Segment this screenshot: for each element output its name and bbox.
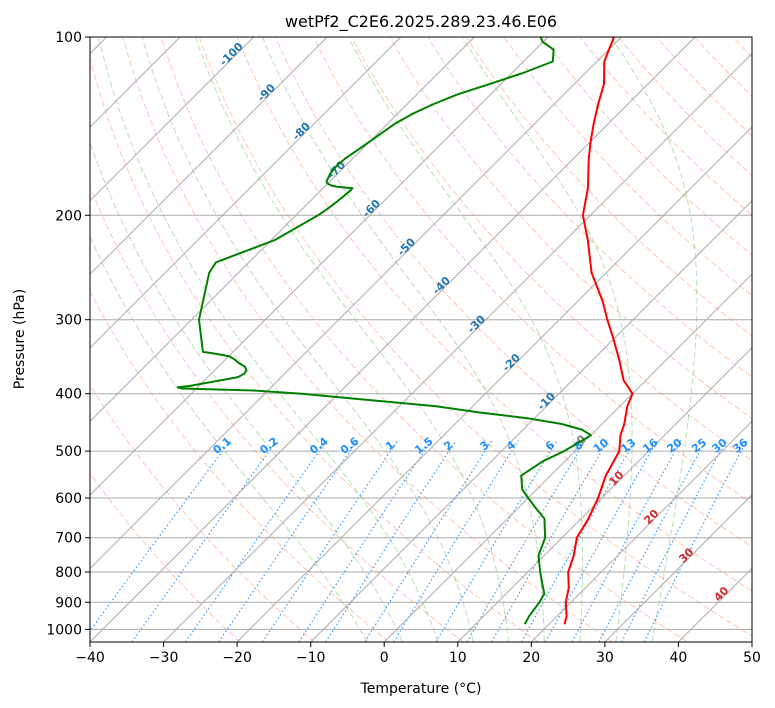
isotherm — [457, 347, 752, 642]
dry-adiabat — [90, 55, 539, 642]
isotherm — [90, 37, 622, 570]
isobar-grid — [90, 37, 752, 630]
mixing-ratio-line — [298, 440, 432, 642]
mixing-ratio-line — [90, 440, 231, 632]
y-tick-label: 1000 — [46, 622, 82, 638]
x-tick-label: 0 — [380, 650, 389, 666]
x-axis-label: Temperature (°C) — [360, 681, 482, 697]
y-tick-label: 900 — [55, 595, 82, 611]
moist-adiabat — [90, 140, 404, 642]
dewpoint-profile — [176, 37, 592, 625]
x-axis: −40 −30 −20 −10 0 10 20 30 40 50 — [75, 642, 761, 666]
isotherm — [90, 37, 255, 202]
mixing-ratio-line — [364, 440, 493, 642]
moist-adiabat — [461, 37, 633, 642]
isotherm — [236, 126, 752, 642]
y-tick-label: 800 — [55, 565, 82, 581]
moist-adiabat — [195, 37, 510, 642]
isotherm — [90, 37, 328, 275]
y-tick-label: 100 — [55, 30, 82, 46]
dry-adiabat — [503, 37, 752, 297]
y-tick-label: 300 — [55, 313, 82, 329]
mixing-ratio-line — [643, 440, 748, 642]
isotherm — [163, 52, 752, 642]
dry-adiabat — [90, 290, 390, 642]
moist-adiabat — [98, 37, 439, 642]
plot-frame — [89, 36, 753, 643]
y-tick-label: 600 — [55, 491, 82, 507]
x-tick-label: −20 — [222, 650, 252, 666]
dry-adiabat — [465, 37, 752, 337]
mixing-ratio-line — [520, 440, 636, 642]
x-tick-label: 20 — [522, 650, 540, 666]
isotherm — [530, 420, 752, 642]
dry-adiabat — [351, 37, 752, 462]
dry-adiabat — [122, 37, 613, 642]
x-tick-label: 50 — [743, 650, 761, 666]
moist-adiabat — [610, 37, 698, 642]
y-tick-label: 400 — [55, 387, 82, 403]
y-tick-label: 500 — [55, 444, 82, 460]
dry-adiabat — [90, 472, 241, 642]
mixing-ratio-line — [131, 440, 278, 642]
mixing-ratio-line — [435, 440, 558, 642]
dry-adiabat — [389, 37, 752, 420]
mixing-ratio-line — [491, 440, 609, 642]
x-tick-label: −40 — [75, 650, 105, 666]
dry-adiabat — [90, 185, 464, 642]
dry-adiabat — [160, 37, 688, 642]
isotherm — [604, 494, 752, 642]
moist-adiabat — [347, 37, 584, 642]
y-tick-label: 200 — [55, 208, 82, 224]
mixing-ratio-line — [545, 440, 658, 642]
mixing-ratio-line — [185, 440, 328, 642]
moist-adiabat — [90, 235, 368, 642]
isotherm — [90, 37, 549, 496]
x-tick-label: 10 — [449, 650, 467, 666]
temperature-profile — [563, 37, 634, 625]
dry-adiabat — [90, 384, 315, 642]
mixing-ratio-line — [261, 440, 399, 642]
mixing-ratio-lines — [90, 440, 748, 642]
mixing-ratio-line — [466, 440, 586, 642]
isotherm — [383, 273, 752, 642]
isotherm — [90, 37, 696, 642]
y-axis-label: Pressure (hPa) — [12, 289, 28, 389]
moist-adiabat — [261, 37, 545, 642]
x-tick-label: −30 — [149, 650, 179, 666]
y-tick-label: 700 — [55, 531, 82, 547]
chart-title: wetPf2_C2E6.2025.289.23.46.E06 — [285, 12, 557, 32]
y-axis: 1000 900 800 700 600 500 400 300 200 100 — [46, 30, 90, 638]
x-tick-label: 30 — [596, 650, 614, 666]
dry-adiabat — [313, 37, 752, 505]
mixing-ratio-line — [325, 440, 457, 642]
data-series — [176, 37, 634, 625]
dry-adiabat — [274, 37, 752, 548]
mixing-ratio-line — [218, 440, 358, 642]
x-tick-label: 40 — [669, 650, 687, 666]
x-tick-label: −10 — [296, 650, 326, 666]
plot-area: 0.1 0.2 0.4 0.6 1 1.5 2 3 4 6 8 10 13 16 20 25 30 36-100-… — [90, 37, 752, 642]
isotherm — [90, 37, 402, 349]
mixing-ratio-line — [571, 440, 682, 642]
